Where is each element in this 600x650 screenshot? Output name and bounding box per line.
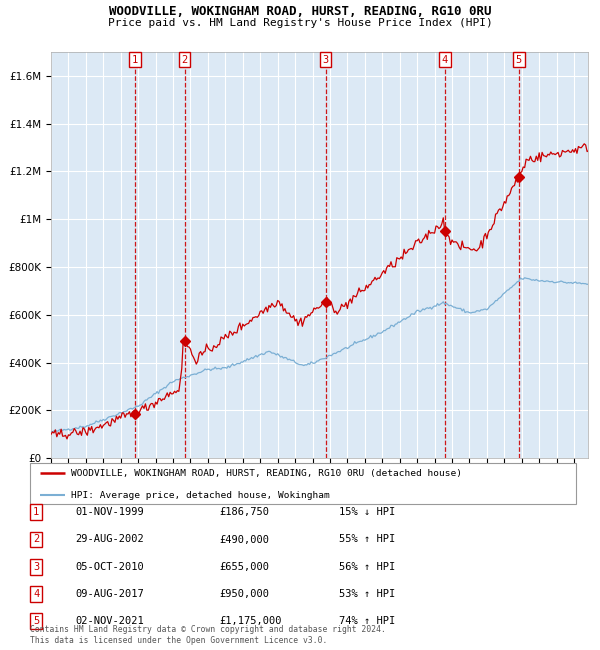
Text: £1,175,000: £1,175,000 [219,616,281,627]
Text: 09-AUG-2017: 09-AUG-2017 [75,589,144,599]
Text: 01-NOV-1999: 01-NOV-1999 [75,507,144,517]
Text: 74% ↑ HPI: 74% ↑ HPI [339,616,395,627]
Text: 29-AUG-2002: 29-AUG-2002 [75,534,144,545]
Text: 5: 5 [33,616,39,627]
Text: 05-OCT-2010: 05-OCT-2010 [75,562,144,572]
Text: WOODVILLE, WOKINGHAM ROAD, HURST, READING, RG10 0RU: WOODVILLE, WOKINGHAM ROAD, HURST, READIN… [109,5,491,18]
Text: 56% ↑ HPI: 56% ↑ HPI [339,562,395,572]
Text: 02-NOV-2021: 02-NOV-2021 [75,616,144,627]
Text: 55% ↑ HPI: 55% ↑ HPI [339,534,395,545]
Text: 15% ↓ HPI: 15% ↓ HPI [339,507,395,517]
Text: 1: 1 [33,507,39,517]
Text: 4: 4 [33,589,39,599]
Text: £490,000: £490,000 [219,534,269,545]
Text: Price paid vs. HM Land Registry's House Price Index (HPI): Price paid vs. HM Land Registry's House … [107,18,493,28]
Text: WOODVILLE, WOKINGHAM ROAD, HURST, READING, RG10 0RU (detached house): WOODVILLE, WOKINGHAM ROAD, HURST, READIN… [71,469,462,478]
Text: HPI: Average price, detached house, Wokingham: HPI: Average price, detached house, Woki… [71,491,330,500]
Text: £655,000: £655,000 [219,562,269,572]
Text: 4: 4 [442,55,448,65]
Text: 3: 3 [322,55,329,65]
Text: 2: 2 [33,534,39,545]
Text: 5: 5 [515,55,522,65]
Text: £950,000: £950,000 [219,589,269,599]
Text: £186,750: £186,750 [219,507,269,517]
Text: 1: 1 [132,55,139,65]
Text: 2: 2 [181,55,188,65]
Text: 53% ↑ HPI: 53% ↑ HPI [339,589,395,599]
Text: 3: 3 [33,562,39,572]
Text: Contains HM Land Registry data © Crown copyright and database right 2024.
This d: Contains HM Land Registry data © Crown c… [30,625,386,645]
